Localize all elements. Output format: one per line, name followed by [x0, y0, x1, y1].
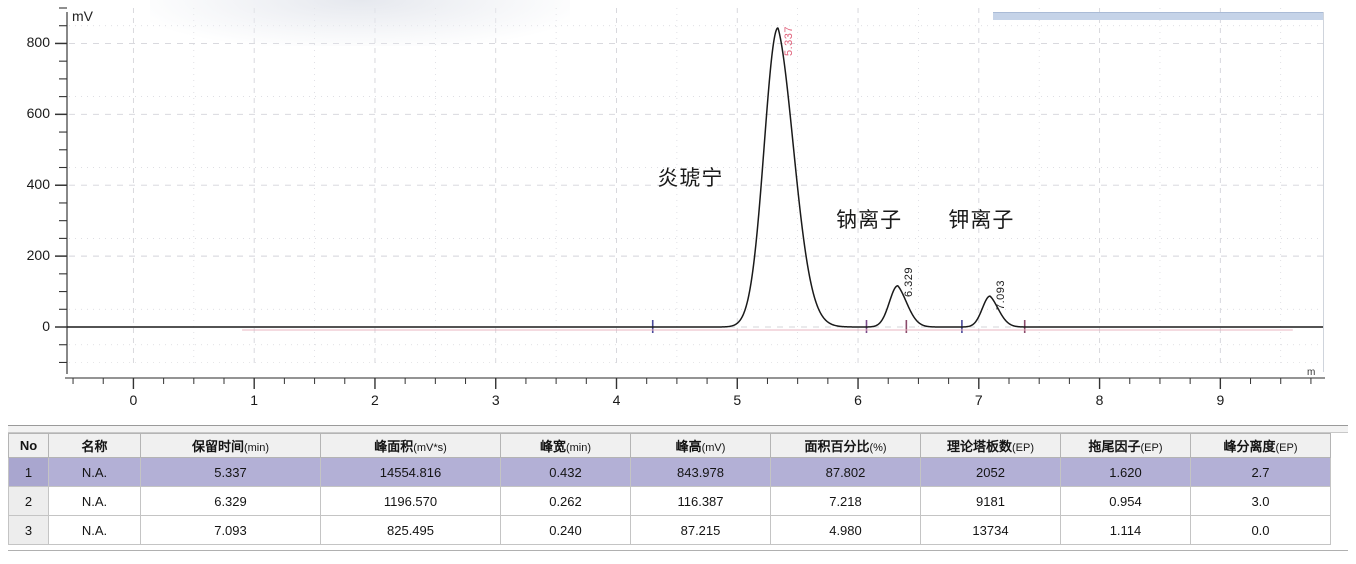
- peak-results-table[interactable]: No 名称 保留时间(min) 峰面积(mV*s) 峰宽(min) 峰高(mV) 面积百分比…: [8, 433, 1331, 545]
- header-unit: (EP): [1140, 442, 1163, 454]
- cell-no-2[interactable]: 2: [8, 486, 49, 516]
- cell-name-1[interactable]: N.A.: [48, 457, 141, 487]
- cell-area-2[interactable]: 1196.570: [320, 486, 501, 516]
- x-tick-8: 8: [1095, 392, 1104, 408]
- cell-rt-2[interactable]: 6.329: [140, 486, 321, 516]
- chromatogram-panel[interactable]: mV m 0 200 400 600 800 0 1 2 3 4 5 6 7 8 9 5.337 6.329…: [0, 0, 1356, 425]
- x-tick-0: 0: [129, 392, 138, 408]
- header-label: 保留时间: [191, 439, 244, 454]
- table-header-no[interactable]: No: [8, 433, 49, 458]
- header-unit: (%): [869, 442, 887, 454]
- header-label: 面积百分比: [804, 439, 870, 454]
- table-header-area[interactable]: 峰面积(mV*s): [320, 433, 501, 458]
- cell-areapct-1[interactable]: 87.802: [770, 457, 921, 487]
- cell-height-2[interactable]: 116.387: [630, 486, 771, 516]
- cell-no-1[interactable]: 1: [8, 457, 49, 487]
- cell-width-2[interactable]: 0.262: [500, 486, 631, 516]
- annotation-1: 钠离子: [836, 208, 903, 233]
- y-axis-unit-label: mV: [72, 8, 93, 24]
- header-label: 峰高: [675, 439, 702, 454]
- header-label: No: [19, 438, 38, 453]
- x-tick-3: 3: [491, 392, 500, 408]
- table-header-plates[interactable]: 理论塔板数(EP): [920, 433, 1061, 458]
- header-label: 拖尾因子: [1088, 439, 1141, 454]
- rt-label-6.329: 6.329: [902, 266, 915, 297]
- table-header-areapct[interactable]: 面积百分比(%): [770, 433, 921, 458]
- header-unit: (mV): [701, 442, 726, 454]
- top-selection-strip[interactable]: [993, 12, 1323, 20]
- cell-plates-3[interactable]: 13734: [920, 515, 1061, 545]
- table-header-resolution[interactable]: 峰分离度(EP): [1190, 433, 1331, 458]
- table-header-tailing[interactable]: 拖尾因子(EP): [1060, 433, 1191, 458]
- cell-resolution-1[interactable]: 2.7: [1190, 457, 1331, 487]
- table-row[interactable]: 3 N.A. 7.093 825.495 0.240 87.215 4.980 13734 1.…: [8, 515, 1331, 545]
- table-header-name[interactable]: 名称: [48, 433, 141, 458]
- cell-no-3[interactable]: 3: [8, 515, 49, 545]
- cell-areapct-2[interactable]: 7.218: [770, 486, 921, 516]
- annotation-0: 炎琥宁: [657, 165, 724, 190]
- header-unit: (EP): [1012, 442, 1034, 454]
- x-tick-7: 7: [974, 392, 983, 408]
- x-tick-9: 9: [1216, 392, 1225, 408]
- cell-resolution-3[interactable]: 0.0: [1190, 515, 1331, 545]
- plot-background: [0, 0, 1356, 425]
- cell-tailing-3[interactable]: 1.114: [1060, 515, 1191, 545]
- cell-resolution-2[interactable]: 3.0: [1190, 486, 1331, 516]
- cell-name-3[interactable]: N.A.: [48, 515, 141, 545]
- cell-width-3[interactable]: 0.240: [500, 515, 631, 545]
- cell-plates-2[interactable]: 9181: [920, 486, 1061, 516]
- cell-tailing-2[interactable]: 0.954: [1060, 486, 1191, 516]
- y-tick-800: 800: [26, 34, 50, 51]
- y-tick-400: 400: [26, 176, 50, 193]
- annotation-2: 钾离子: [948, 208, 1015, 233]
- cell-area-1[interactable]: 14554.816: [320, 457, 501, 487]
- cell-rt-3[interactable]: 7.093: [140, 515, 321, 545]
- axis-lines: [55, 7, 1325, 389]
- table-header-height[interactable]: 峰高(mV): [630, 433, 771, 458]
- rt-label-5.337: 5.337: [782, 25, 795, 56]
- cell-name-2[interactable]: N.A.: [48, 486, 141, 516]
- table-row[interactable]: 2 N.A. 6.329 1196.570 0.262 116.387 7.218 9181 0…: [8, 486, 1331, 516]
- table-row[interactable]: 1 N.A. 5.337 14554.816 0.432 843.978 87.802 205…: [8, 457, 1331, 487]
- y-tick-200: 200: [26, 247, 50, 264]
- header-label: 峰分离度: [1223, 439, 1276, 454]
- cell-areapct-3[interactable]: 4.980: [770, 515, 921, 545]
- table-header-row: No 名称 保留时间(min) 峰面积(mV*s) 峰宽(min) 峰高(mV) 面积百分比…: [8, 433, 1331, 458]
- cell-rt-1[interactable]: 5.337: [140, 457, 321, 487]
- x-tick-6: 6: [854, 392, 862, 408]
- table-header-rt[interactable]: 保留时间(min): [140, 433, 321, 458]
- x-tick-5: 5: [733, 392, 742, 408]
- header-unit: (min): [565, 442, 592, 454]
- x-tick-4: 4: [612, 392, 621, 408]
- table-header-width[interactable]: 峰宽(min): [500, 433, 631, 458]
- cell-plates-1[interactable]: 2052: [920, 457, 1061, 487]
- x-axis-unit-label: m: [1307, 367, 1316, 378]
- plot-right-edge-rule: [1323, 12, 1324, 372]
- cell-tailing-1[interactable]: 1.620: [1060, 457, 1191, 487]
- cell-width-1[interactable]: 0.432: [500, 457, 631, 487]
- y-tick-0: 0: [42, 318, 50, 334]
- header-label: 名称: [81, 439, 108, 454]
- rt-label-7.093: 7.093: [995, 279, 1008, 310]
- header-unit: (EP): [1275, 442, 1298, 454]
- signal-trace: [67, 27, 1323, 331]
- header-label: 峰面积: [374, 439, 414, 454]
- table-top-divider: [8, 425, 1348, 433]
- results-table-panel[interactable]: No 名称 保留时间(min) 峰面积(mV*s) 峰宽(min) 峰高(mV) 面积百分比…: [0, 425, 1356, 564]
- header-label: 峰宽: [539, 439, 566, 454]
- y-tick-600: 600: [26, 105, 50, 122]
- header-unit: (min): [243, 442, 270, 454]
- cell-area-3[interactable]: 825.495: [320, 515, 501, 545]
- chromatogram-svg[interactable]: [0, 0, 1356, 425]
- x-tick-2: 2: [371, 392, 379, 408]
- header-unit: (mV*s): [413, 442, 447, 454]
- header-label: 理论塔板数: [946, 439, 1012, 454]
- cell-height-3[interactable]: 87.215: [630, 515, 771, 545]
- x-tick-1: 1: [250, 392, 259, 408]
- cell-height-1[interactable]: 843.978: [630, 457, 771, 487]
- table-bottom-divider: [8, 550, 1348, 551]
